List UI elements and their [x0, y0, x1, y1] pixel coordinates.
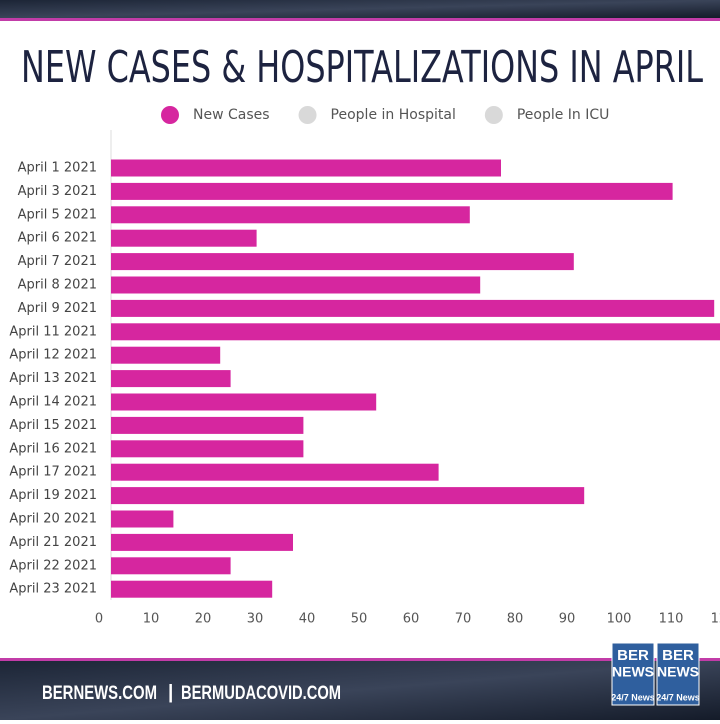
x-tick-label: 100 — [607, 612, 632, 627]
logo-text: 24/7 News — [656, 692, 700, 702]
x-tick-label: 80 — [507, 612, 524, 627]
logo-text: NEWS — [612, 664, 654, 680]
footer-site: BERMUDACOVID.COM — [181, 683, 341, 704]
y-tick-label: April 7 2021 — [18, 254, 97, 269]
y-tick-label: April 6 2021 — [18, 231, 97, 246]
bar — [111, 229, 257, 247]
bar — [111, 276, 481, 294]
footer-separator: | — [168, 682, 173, 703]
legend-marker — [161, 106, 179, 124]
top-stripe — [0, 18, 720, 21]
y-tick-label: April 3 2021 — [18, 184, 97, 199]
chart: New Cases People in Hospital People In ICU… — [9, 106, 720, 627]
bar — [111, 370, 231, 388]
bottom-banner — [0, 660, 720, 720]
logo-box — [656, 642, 700, 706]
x-tick-label: 30 — [247, 612, 264, 627]
y-tick-label: April 16 2021 — [9, 441, 97, 456]
y-tick-label: April 1 2021 — [18, 161, 97, 176]
bar — [111, 253, 574, 271]
bar — [111, 416, 304, 434]
bar — [111, 206, 470, 224]
logo-text: 24/7 News — [611, 692, 655, 702]
y-tick-label: April 22 2021 — [9, 558, 97, 573]
bar — [111, 487, 585, 505]
bar — [111, 440, 304, 458]
bottom-stripe — [0, 658, 720, 661]
chart-title: NEW CASES & HOSPITALIZATIONS IN APRIL — [21, 42, 703, 93]
bar — [111, 182, 673, 200]
bar — [111, 463, 439, 481]
bar — [111, 346, 221, 364]
y-tick-label: April 17 2021 — [9, 465, 97, 480]
x-tick-label: 120 — [711, 612, 720, 627]
x-tick-label: 110 — [659, 612, 684, 627]
y-tick-label: April 12 2021 — [9, 348, 97, 363]
bar — [111, 533, 293, 551]
y-tick-label: April 8 2021 — [18, 278, 97, 293]
bar — [111, 299, 715, 317]
bar — [111, 323, 720, 341]
logo-text: NEWS — [657, 664, 699, 680]
x-tick-label: 20 — [195, 612, 212, 627]
bar — [111, 510, 174, 528]
legend-label: People in Hospital — [331, 107, 456, 123]
logo-text: BER — [662, 647, 694, 664]
x-tick-label: 50 — [351, 612, 368, 627]
top-banner — [0, 0, 720, 18]
y-tick-label: April 20 2021 — [9, 512, 97, 527]
bar — [111, 580, 273, 598]
legend-label: New Cases — [193, 107, 270, 123]
x-tick-label: 60 — [403, 612, 420, 627]
bar — [111, 557, 231, 575]
y-tick-label: April 23 2021 — [9, 582, 97, 597]
logo-box — [611, 642, 655, 706]
y-tick-label: April 9 2021 — [18, 301, 97, 316]
x-tick-label: 90 — [559, 612, 576, 627]
legend-marker — [484, 106, 503, 124]
y-tick-label: April 21 2021 — [9, 535, 97, 550]
y-tick-label: April 13 2021 — [9, 371, 97, 386]
y-tick-label: April 14 2021 — [9, 395, 97, 410]
y-tick-label: April 15 2021 — [9, 418, 97, 433]
y-tick-label: April 19 2021 — [9, 488, 97, 503]
footer-site: BERNEWS.COM — [42, 683, 157, 704]
x-tick-label: 40 — [299, 612, 316, 627]
x-tick-label: 10 — [143, 612, 160, 627]
y-tick-label: April 11 2021 — [9, 324, 97, 339]
y-tick-label: April 5 2021 — [18, 207, 97, 222]
x-tick-label: 0 — [95, 612, 103, 627]
x-tick-label: 70 — [455, 612, 472, 627]
logo-text: BER — [617, 647, 649, 664]
bar — [111, 393, 377, 411]
legend-label: People In ICU — [517, 107, 610, 123]
bar — [111, 159, 501, 177]
legend-marker — [298, 106, 317, 124]
